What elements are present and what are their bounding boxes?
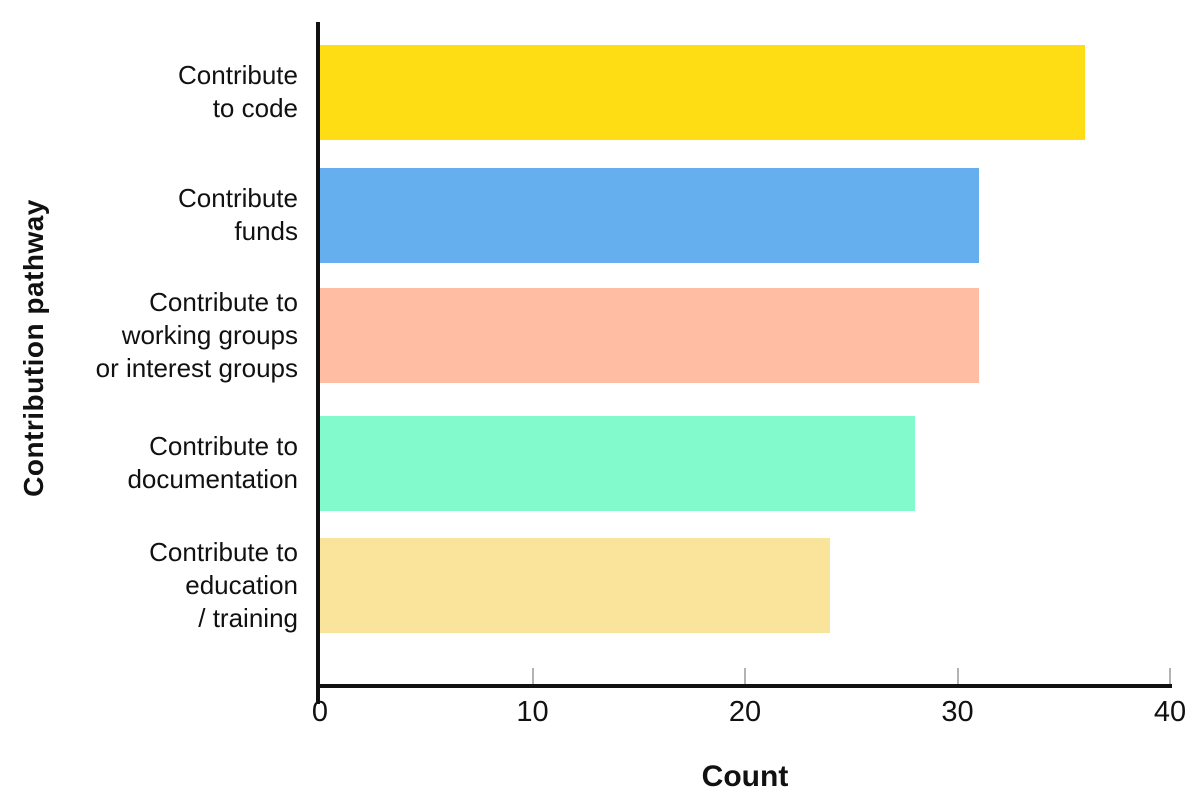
x-tick-label-40: 40 (1153, 696, 1187, 728)
y-axis-line (316, 22, 320, 704)
bar-contribute-to-education-training (320, 537, 830, 633)
x-axis-title: Count (701, 760, 789, 793)
bar-contribute-to-documentation (320, 415, 915, 511)
category-label-contribute-to-working-groups-or-interest-groups: Contribute to working groups or interest… (95, 286, 298, 383)
x-tick-mark-20 (744, 668, 746, 684)
x-tick-mark-10 (531, 668, 534, 684)
x-axis-line (316, 684, 1172, 688)
category-label-contribute-to-education-training: Contribute to education / training (149, 536, 298, 633)
x-tick-label-10: 10 (516, 696, 549, 728)
category-label-contribute-to-code: Contribute to code (178, 60, 298, 123)
bar-contribute-to-working-groups-or-interest-groups (320, 287, 979, 383)
bar-contribute-funds (320, 167, 979, 263)
bar-contribute-to-code (320, 44, 1085, 140)
x-tick-mark-30 (956, 668, 959, 684)
x-tick-label-30: 30 (941, 696, 974, 728)
x-tick-label-0: 0 (311, 696, 329, 728)
category-label-contribute-funds: Contribute funds (178, 183, 298, 246)
category-label-contribute-to-documentation: Contribute to documentation (127, 431, 298, 494)
x-tick-mark-40 (1169, 668, 1171, 684)
x-tick-label-20: 20 (728, 696, 762, 728)
